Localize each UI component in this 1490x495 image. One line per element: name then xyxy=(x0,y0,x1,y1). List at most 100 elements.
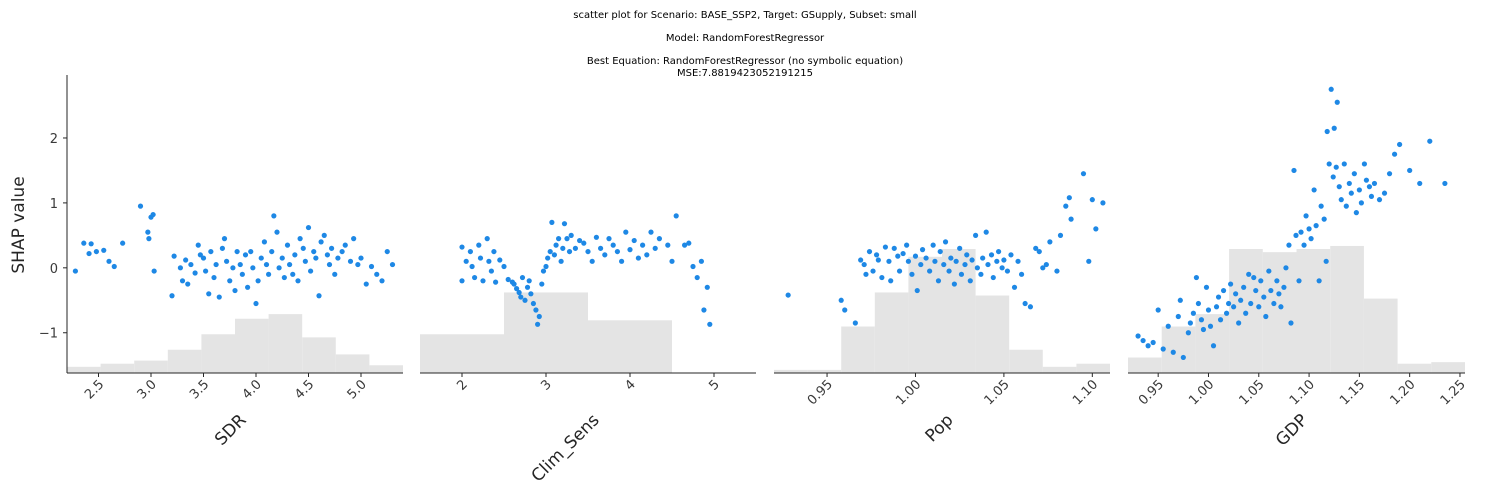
data-point xyxy=(1063,203,1069,209)
data-point xyxy=(598,245,604,251)
data-point xyxy=(263,261,270,268)
data-point xyxy=(1274,278,1280,284)
x-axis-title: Pop xyxy=(922,410,958,446)
data-point xyxy=(533,307,539,313)
panel-sdr: −1 0 1 2 2.5 3.0 3.5 4.0 4.5 5.0 SDR xyxy=(39,75,403,450)
data-point xyxy=(177,265,183,271)
data-point xyxy=(1323,258,1329,264)
data-point xyxy=(1150,339,1156,346)
data-point xyxy=(985,261,991,268)
data-point xyxy=(1333,164,1339,170)
x-axis-title: SDR xyxy=(211,410,251,450)
scatter-points xyxy=(459,213,713,327)
histogram-bar xyxy=(1042,366,1077,373)
data-point xyxy=(669,258,675,264)
model-label: Model: RandomForestRegressor xyxy=(665,33,825,44)
data-point xyxy=(106,258,112,264)
scatter-points xyxy=(72,203,396,307)
data-point xyxy=(1155,307,1161,313)
data-point xyxy=(522,297,528,303)
data-point xyxy=(1205,307,1212,313)
data-point xyxy=(86,250,92,257)
data-point xyxy=(1022,300,1028,307)
data-point xyxy=(120,240,126,246)
data-point xyxy=(1376,197,1383,203)
data-point xyxy=(888,278,894,284)
data-point xyxy=(146,236,152,242)
data-point xyxy=(518,294,524,300)
data-point xyxy=(221,236,228,242)
data-point xyxy=(316,293,322,299)
histogram-bar xyxy=(1431,362,1465,373)
y-axis-title: SHAP value xyxy=(9,176,29,273)
data-point xyxy=(969,257,975,263)
data-point xyxy=(1040,265,1046,271)
histogram xyxy=(67,314,403,373)
data-point xyxy=(347,258,354,264)
equation-label: Best Equation: RandomForestRegressor (no… xyxy=(586,56,904,67)
histogram-bar xyxy=(235,318,269,373)
data-point xyxy=(941,261,947,268)
data-point xyxy=(964,252,970,258)
data-point xyxy=(1298,229,1304,235)
data-point xyxy=(477,255,484,261)
histogram-bar xyxy=(588,320,672,373)
panel-clim-sens: 2 3 4 5 Clim_Sens xyxy=(420,213,756,486)
x-tick-label: 3.0 xyxy=(135,377,160,402)
data-point xyxy=(183,257,189,263)
data-point xyxy=(606,236,612,242)
histogram xyxy=(420,292,672,373)
data-point xyxy=(1233,291,1239,297)
data-point xyxy=(948,255,954,261)
data-point xyxy=(206,291,212,297)
data-point xyxy=(276,265,282,271)
data-point xyxy=(990,274,996,281)
data-point xyxy=(1326,161,1332,167)
histogram xyxy=(1128,245,1465,373)
data-point xyxy=(999,265,1005,271)
data-point xyxy=(1258,278,1264,284)
data-point xyxy=(335,255,341,261)
y-tick-label: 1 xyxy=(50,197,58,212)
data-point xyxy=(491,248,497,255)
histogram-bar xyxy=(1330,245,1364,373)
histogram-bar xyxy=(1128,357,1162,373)
data-point xyxy=(1336,184,1342,190)
data-point xyxy=(556,236,562,242)
data-point xyxy=(1276,291,1282,297)
data-point xyxy=(1371,180,1378,187)
data-point xyxy=(673,213,679,219)
x-tick-label: 1.25 xyxy=(1438,377,1469,408)
data-point xyxy=(1318,203,1324,209)
data-point xyxy=(919,247,926,253)
histogram-bar xyxy=(1397,363,1432,373)
data-point xyxy=(1187,320,1193,326)
data-point xyxy=(1397,141,1403,148)
data-point xyxy=(585,248,591,255)
chart-title: scatter plot for Scenario: BASE_SSP2, Ta… xyxy=(573,10,917,21)
data-point xyxy=(623,229,629,235)
data-point xyxy=(958,271,965,277)
data-point xyxy=(644,252,650,258)
data-point xyxy=(528,291,534,297)
data-point xyxy=(891,245,897,251)
data-point xyxy=(1283,265,1289,271)
data-point xyxy=(707,321,713,327)
data-point xyxy=(870,268,876,274)
data-point xyxy=(179,278,186,284)
x-tick-label: 1.10 xyxy=(1287,377,1318,408)
x-tick-label: 4.0 xyxy=(240,377,265,402)
data-point xyxy=(648,229,654,235)
data-point xyxy=(211,274,217,281)
data-point xyxy=(1246,271,1252,277)
data-point xyxy=(930,242,936,248)
panel-pop: 0.95 1.00 1.05 1.10 Pop xyxy=(774,171,1110,446)
data-point xyxy=(631,237,637,244)
data-point xyxy=(988,252,995,258)
data-point xyxy=(1256,304,1262,310)
data-point xyxy=(292,252,298,258)
data-point xyxy=(610,242,616,248)
data-point xyxy=(248,248,254,255)
data-point xyxy=(463,258,469,264)
data-point xyxy=(543,263,549,270)
